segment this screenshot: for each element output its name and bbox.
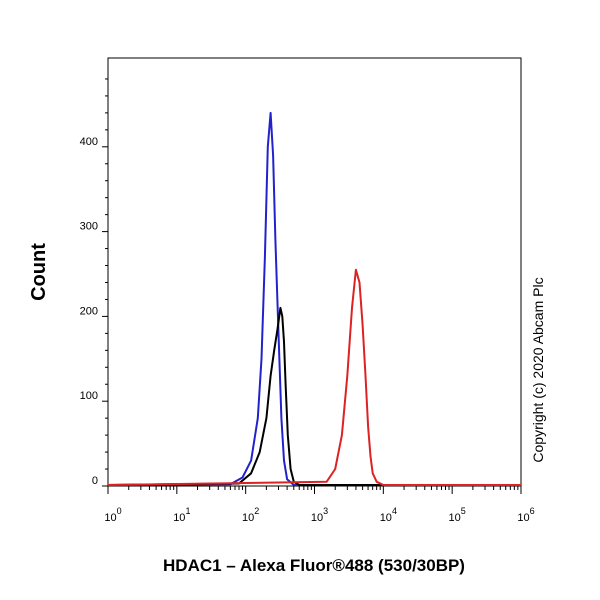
series-line-3 <box>107 268 521 486</box>
copyright-annotation: Copyright (c) 2020 Abcam Plc <box>530 277 546 462</box>
y-axis-ticks: 0 100 200 300 400 <box>80 78 108 487</box>
x-tick-label: 102 <box>242 506 259 524</box>
y-tick-label: 300 <box>80 221 98 233</box>
x-tick-label: 104 <box>380 506 397 524</box>
series-line-2 <box>107 306 521 486</box>
y-axis-label: Count <box>28 243 50 301</box>
x-tick-label: 101 <box>173 506 190 524</box>
plot-frame <box>107 57 522 487</box>
y-tick-label: 0 <box>92 475 98 487</box>
y-tick-label: 100 <box>80 390 98 402</box>
series-layer <box>107 111 521 486</box>
x-tick-label: 106 <box>517 506 534 524</box>
x-axis-label: HDAC1 – Alexa Fluor®488 (530/30BP) <box>163 556 465 575</box>
y-tick-label: 400 <box>80 136 98 148</box>
x-axis-ticks: 100 101 102 103 104 105 106 <box>104 486 535 524</box>
x-tick-label: 105 <box>449 506 466 524</box>
y-tick-label: 200 <box>80 305 98 317</box>
series-line-1 <box>107 111 521 486</box>
x-tick-label: 100 <box>104 506 121 524</box>
x-tick-label: 103 <box>311 506 328 524</box>
